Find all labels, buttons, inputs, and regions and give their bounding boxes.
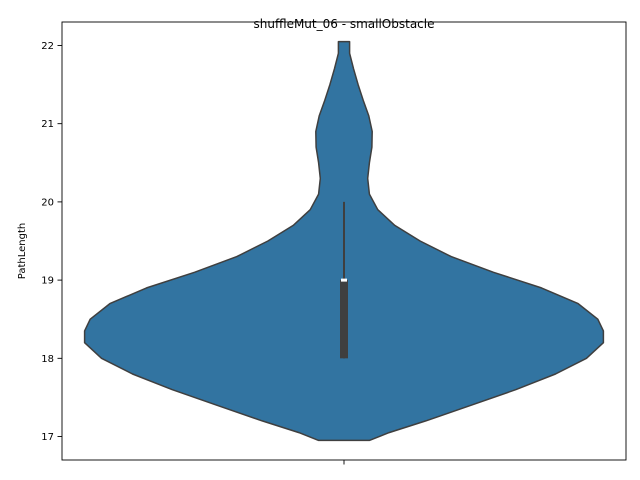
median-marker bbox=[341, 278, 347, 282]
iqr-box bbox=[340, 280, 348, 359]
y-tick-label: 21 bbox=[41, 119, 54, 130]
y-axis-label: PathLength bbox=[17, 223, 28, 279]
y-tick-label: 19 bbox=[41, 276, 54, 287]
y-tick-label: 18 bbox=[41, 354, 54, 365]
y-tick-label: 22 bbox=[41, 41, 54, 52]
plot-area bbox=[83, 40, 605, 442]
y-tick-label: 20 bbox=[41, 197, 54, 208]
chart-title: shuffleMut_06 - smallObstacle bbox=[254, 17, 435, 31]
y-axis: 17 18 19 20 21 22 bbox=[41, 41, 62, 443]
y-tick-label: 17 bbox=[41, 432, 54, 443]
